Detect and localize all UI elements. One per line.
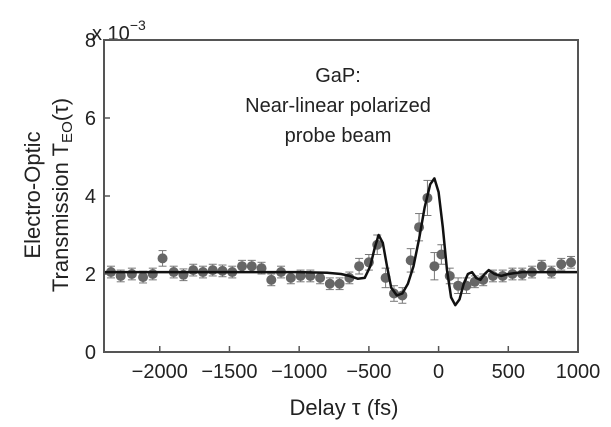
x-tick-label: 0 bbox=[433, 361, 444, 383]
x-tick-label: 1000 bbox=[556, 361, 601, 383]
data-point bbox=[256, 263, 267, 274]
y-tick-label: 4 bbox=[85, 186, 96, 208]
data-point bbox=[246, 261, 257, 272]
y-axis-label-line2: Transmission TEO(τ) bbox=[48, 98, 76, 292]
annotation-line-3: probe beam bbox=[285, 125, 392, 147]
y-tick-label: 0 bbox=[85, 342, 96, 364]
fit-line bbox=[104, 177, 578, 307]
ticks-layer: −2000 −1500 −1000 −500 0 500 1000 0 2 4 6 8 bbox=[85, 30, 600, 383]
data-point bbox=[334, 278, 345, 289]
data-point bbox=[453, 280, 464, 291]
data-point bbox=[436, 249, 447, 260]
annotation-line-1: GaP: bbox=[315, 65, 361, 87]
data-point bbox=[157, 253, 168, 264]
data-point bbox=[324, 278, 335, 289]
data-point bbox=[556, 259, 567, 270]
x-tick-label: −2000 bbox=[132, 361, 188, 383]
data-point bbox=[315, 272, 326, 283]
data-point bbox=[147, 269, 158, 279]
y-axis-label-line1: Electro-Optic bbox=[20, 131, 45, 258]
data-point bbox=[115, 270, 126, 281]
x-tick-label: −1000 bbox=[271, 361, 327, 383]
x-tick-label: −1500 bbox=[201, 361, 257, 383]
data-point bbox=[237, 261, 248, 272]
data-point bbox=[354, 261, 365, 272]
data-point bbox=[295, 270, 306, 281]
data-point bbox=[285, 272, 296, 283]
plot-frame bbox=[103, 39, 579, 353]
data-point bbox=[397, 290, 408, 301]
x-tick-label: 500 bbox=[492, 361, 525, 383]
fit-layer bbox=[104, 177, 578, 307]
points-layer bbox=[105, 192, 577, 301]
data-point bbox=[566, 257, 577, 268]
y-tick-label: 2 bbox=[85, 264, 96, 286]
data-point bbox=[429, 261, 440, 272]
x-tick-label: −500 bbox=[346, 361, 391, 383]
x-axis-label: Delay τ (fs) bbox=[290, 395, 399, 420]
data-point bbox=[266, 274, 277, 285]
data-point bbox=[188, 265, 199, 276]
y-tick-label: 6 bbox=[85, 108, 96, 130]
data-point bbox=[536, 261, 547, 272]
data-point bbox=[126, 269, 137, 279]
annotation-line-2: Near-linear polarized bbox=[245, 95, 431, 117]
data-point bbox=[138, 272, 149, 283]
data-point bbox=[517, 269, 528, 279]
data-point bbox=[207, 265, 218, 276]
y-tick-label: 8 bbox=[85, 30, 96, 52]
